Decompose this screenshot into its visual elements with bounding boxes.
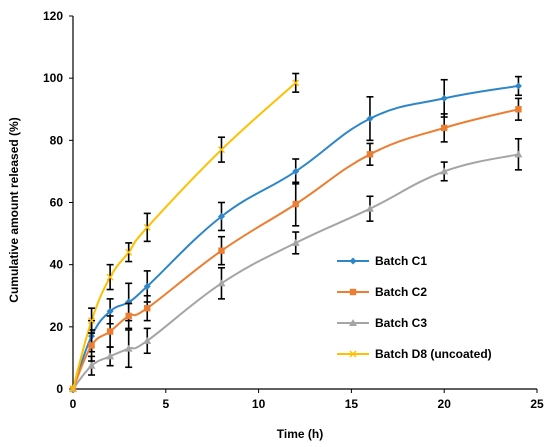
- data-point: [124, 344, 133, 352]
- y-tick-label: 120: [43, 9, 63, 23]
- series-line: [72, 153, 519, 390]
- data-point: [88, 342, 95, 349]
- data-point: [292, 167, 300, 175]
- data-point: [218, 247, 225, 254]
- data-point: [88, 317, 96, 325]
- series-line: [72, 84, 519, 390]
- data-point: [106, 307, 114, 315]
- data-point: [292, 200, 299, 208]
- data-point: [125, 248, 133, 256]
- series-4: [69, 72, 300, 393]
- data-point: [125, 312, 132, 320]
- data-point: [514, 82, 522, 90]
- x-tick-label: 5: [162, 397, 169, 411]
- legend-item: Batch C1: [337, 254, 427, 268]
- x-axis-title: Time (h): [277, 427, 323, 441]
- data-point: [143, 282, 151, 290]
- data-point: [106, 328, 114, 335]
- data-point: [366, 151, 374, 158]
- series-line: [72, 108, 519, 390]
- data-point: [144, 304, 151, 312]
- data-point: [143, 336, 152, 344]
- legend-swatch-marker: [349, 288, 357, 296]
- x-ticks: 0 5 10 15 20 25: [70, 389, 544, 411]
- y-tick-label: 20: [50, 320, 64, 334]
- data-point: [143, 223, 151, 231]
- legend-swatch-marker: [349, 257, 357, 265]
- x-tick-label: 10: [252, 397, 266, 411]
- x-tick-label: 25: [530, 397, 544, 411]
- data-point: [291, 238, 300, 246]
- axes: [72, 16, 537, 390]
- legend-label: Batch C1: [375, 254, 427, 268]
- y-tick-label: 80: [50, 133, 64, 147]
- legend-item: Batch C3: [337, 316, 427, 330]
- series-1: [69, 75, 522, 393]
- x-tick-label: 0: [70, 397, 77, 411]
- legend-label: Batch D8 (uncoated): [375, 347, 492, 361]
- data-point: [69, 385, 77, 393]
- series-2: [69, 97, 522, 393]
- legend-label: Batch C3: [375, 316, 427, 330]
- series-line: [72, 82, 297, 390]
- data-point: [515, 106, 522, 113]
- data-point: [440, 167, 449, 175]
- legend: Batch C1 Batch C2 Batch C3 Batch D8 (uncoat…: [337, 254, 492, 361]
- y-axis-title: Cumulative amount released (%): [7, 117, 21, 302]
- data-point: [217, 212, 225, 220]
- data-point: [217, 146, 225, 154]
- x-tick-label: 15: [345, 397, 359, 411]
- legend-item: Batch D8 (uncoated): [337, 347, 492, 361]
- legend-label: Batch C2: [375, 285, 427, 299]
- legend-swatch-marker: [349, 319, 357, 326]
- data-point: [366, 115, 374, 123]
- y-tick-label: 40: [50, 258, 64, 272]
- data-point: [292, 79, 300, 87]
- y-ticks: 0 20 40 60 80 100 120: [43, 9, 73, 396]
- data-point: [106, 273, 114, 281]
- y-tick-label: 0: [56, 382, 63, 396]
- legend-swatch-marker: [349, 350, 357, 358]
- data-point: [441, 124, 448, 132]
- x-tick-label: 20: [438, 397, 452, 411]
- data-point: [514, 150, 523, 158]
- series-layer: [69, 72, 523, 393]
- data-point: [106, 352, 115, 360]
- data-point: [365, 204, 374, 212]
- y-tick-label: 100: [43, 71, 63, 85]
- data-point: [87, 361, 96, 369]
- legend-item: Batch C2: [337, 285, 427, 299]
- y-tick-label: 60: [50, 196, 64, 210]
- data-point: [440, 94, 448, 102]
- data-point: [217, 279, 226, 287]
